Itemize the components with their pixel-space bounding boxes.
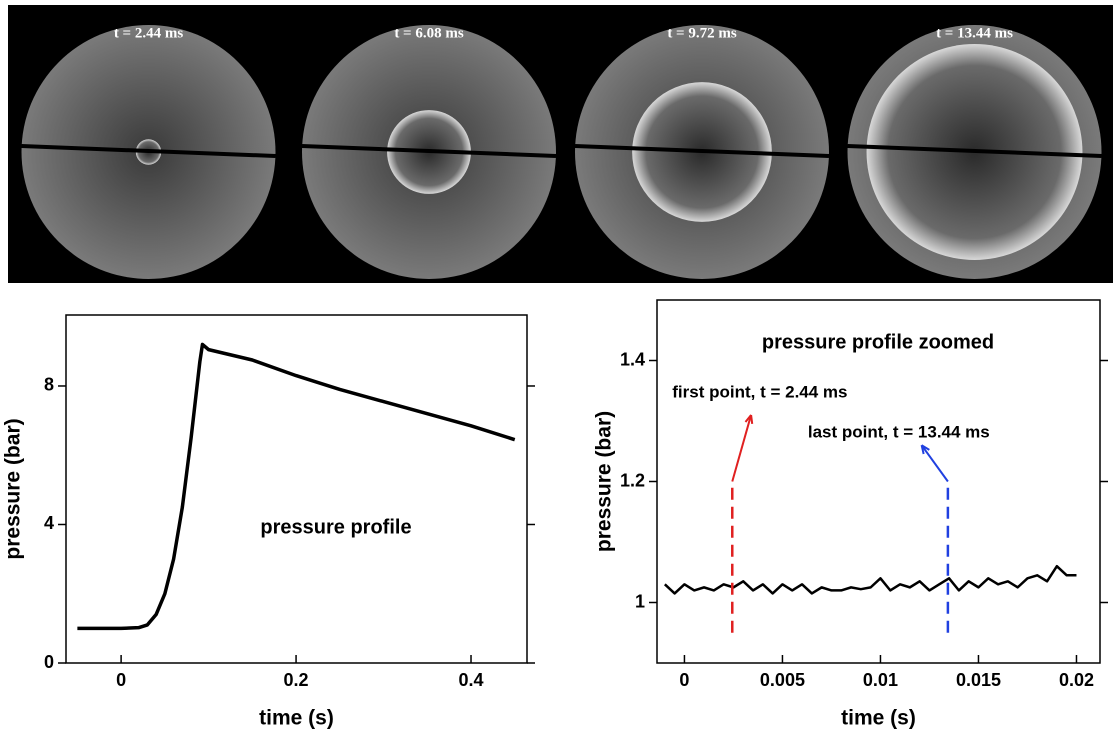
x-axis-label: time (s) [841, 707, 916, 730]
x-tick-label: 0.01 [863, 670, 898, 690]
arrow [731, 414, 753, 482]
frame-label: t = 6.08 ms [394, 25, 464, 41]
rod [847, 144, 1102, 158]
x-tick-label: 0.015 [956, 670, 1001, 690]
y-axis-label: pressure (bar) [2, 418, 25, 559]
rod [301, 144, 557, 158]
annotation: pressure profile zoomed [762, 331, 994, 353]
y-tick-label: 1 [635, 591, 645, 611]
marker-label: first point, t = 2.44 ms [672, 382, 847, 401]
y-tick-label: 8 [44, 375, 54, 395]
rod [21, 144, 276, 158]
arrow [920, 444, 949, 483]
arrow-head [744, 414, 754, 425]
plot-frame [656, 299, 1101, 664]
x-tick-label: 0.2 [284, 670, 309, 690]
x-tick-label: 0 [116, 670, 126, 690]
x-tick-label: 0 [679, 670, 689, 690]
frame-label: t = 13.44 ms [936, 25, 1013, 41]
annotation: pressure profile [260, 516, 411, 538]
x-axis-label: time (s) [259, 707, 334, 730]
y-tick-label: 4 [44, 513, 54, 533]
data-line [77, 342, 516, 631]
arrow-head [920, 444, 930, 455]
marker-label: last point, t = 13.44 ms [808, 423, 990, 442]
x-tick-label: 0.005 [760, 670, 805, 690]
x-tick-label: 0.4 [458, 670, 483, 690]
y-tick-label: 1.2 [620, 470, 645, 490]
y-tick-label: 1.4 [620, 349, 645, 369]
plot-frame [65, 314, 528, 664]
frame-label: t = 9.72 ms [667, 25, 737, 41]
x-tick-label: 0.02 [1059, 670, 1094, 690]
y-tick-label: 0 [44, 652, 54, 672]
rod [574, 144, 830, 158]
y-axis-label: pressure (bar) [593, 411, 616, 552]
data-line [663, 564, 1077, 595]
frame-label: t = 2.44 ms [114, 25, 184, 41]
